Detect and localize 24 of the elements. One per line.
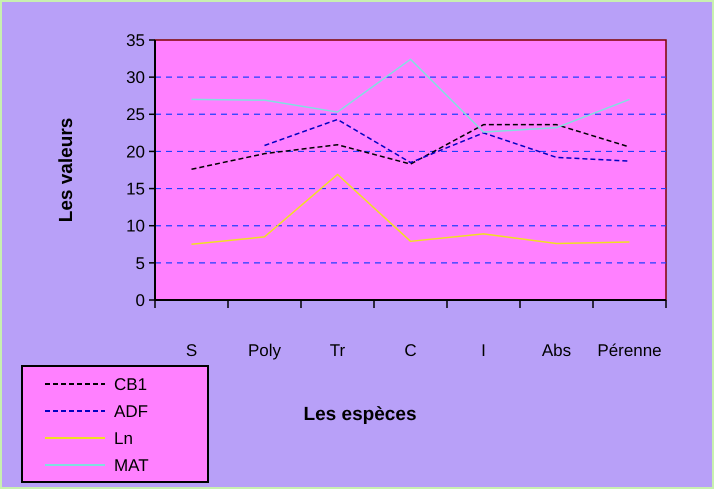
line-series: [190, 58, 630, 133]
y-tick-label: 15: [126, 180, 145, 199]
y-tick-label: 20: [126, 142, 145, 162]
x-tick-label: I: [481, 341, 486, 360]
x-tick-label: C: [404, 341, 417, 360]
x-tick-label: S: [186, 341, 198, 360]
x-axis-title: Les espèces: [303, 404, 417, 425]
y-tick-label: 25: [126, 105, 145, 124]
legend-label: CB1: [114, 374, 148, 394]
y-axis-title: Les valeurs: [56, 118, 77, 222]
x-tick-label: Poly: [248, 341, 282, 360]
x-tick-label: Pérenne: [597, 341, 662, 360]
y-tick-label: 10: [126, 216, 145, 236]
y-tick-label: 30: [126, 68, 145, 88]
legend-label: MAT: [114, 456, 149, 475]
x-tick-label: Abs: [542, 341, 572, 360]
y-tick-label: 35: [126, 30, 145, 50]
legend-label: Ln: [114, 428, 133, 448]
line-series: [264, 118, 630, 164]
y-tick-label: 5: [136, 254, 145, 273]
legend-label: ADF: [114, 402, 148, 421]
line-series: [190, 174, 630, 246]
y-tick-label: 0: [136, 290, 145, 310]
x-tick-label: Tr: [330, 341, 346, 360]
